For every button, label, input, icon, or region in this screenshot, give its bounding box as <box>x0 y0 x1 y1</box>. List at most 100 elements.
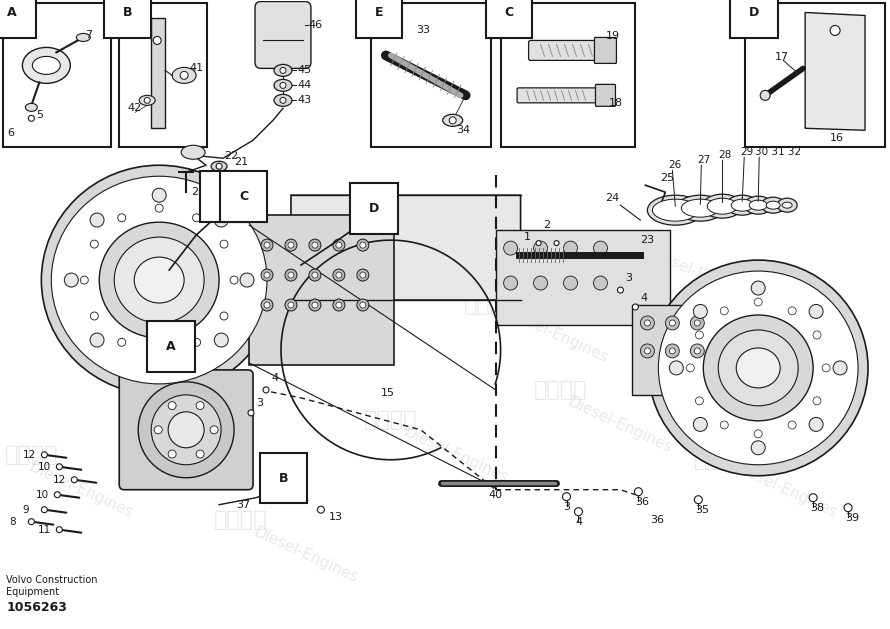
Text: 26: 26 <box>668 160 682 170</box>
Circle shape <box>309 299 321 311</box>
FancyBboxPatch shape <box>517 88 605 103</box>
Text: 27: 27 <box>697 155 710 165</box>
Circle shape <box>809 304 823 318</box>
Ellipse shape <box>647 195 703 225</box>
Circle shape <box>333 239 344 251</box>
Text: 24: 24 <box>605 193 619 203</box>
Text: 19: 19 <box>605 31 619 42</box>
Ellipse shape <box>702 194 742 218</box>
Circle shape <box>155 348 163 356</box>
Circle shape <box>192 214 200 222</box>
Circle shape <box>28 519 35 525</box>
Ellipse shape <box>77 33 90 42</box>
Circle shape <box>694 496 702 504</box>
Circle shape <box>264 302 270 308</box>
Ellipse shape <box>151 395 221 465</box>
Circle shape <box>90 240 98 248</box>
Text: 3: 3 <box>626 273 633 283</box>
Text: 30 31 32: 30 31 32 <box>756 147 801 157</box>
Text: D: D <box>749 6 759 19</box>
Ellipse shape <box>736 348 781 388</box>
Circle shape <box>56 464 62 470</box>
Circle shape <box>333 269 344 281</box>
Bar <box>745 3 885 147</box>
Ellipse shape <box>138 382 234 478</box>
FancyBboxPatch shape <box>529 40 608 60</box>
Circle shape <box>760 91 770 101</box>
Text: 3: 3 <box>563 502 570 512</box>
Circle shape <box>830 25 840 35</box>
Text: 16: 16 <box>830 133 844 143</box>
Ellipse shape <box>274 79 292 91</box>
Text: 45: 45 <box>297 65 311 75</box>
Circle shape <box>693 418 708 431</box>
Text: 25: 25 <box>660 173 675 183</box>
Ellipse shape <box>114 237 204 323</box>
Text: 39: 39 <box>846 513 859 523</box>
Circle shape <box>691 316 704 330</box>
Circle shape <box>210 426 218 434</box>
Circle shape <box>813 331 821 339</box>
Text: 1056263: 1056263 <box>6 601 68 613</box>
Circle shape <box>644 348 651 354</box>
Circle shape <box>751 281 765 295</box>
FancyBboxPatch shape <box>595 84 616 106</box>
Bar <box>119 3 207 147</box>
Circle shape <box>336 272 342 278</box>
Text: 23: 23 <box>641 235 654 245</box>
Circle shape <box>230 276 238 284</box>
Ellipse shape <box>649 260 868 476</box>
Text: 7: 7 <box>85 30 93 40</box>
Circle shape <box>691 344 704 358</box>
Circle shape <box>336 242 342 248</box>
Text: B: B <box>123 6 133 19</box>
Text: 9: 9 <box>22 504 29 515</box>
Circle shape <box>695 331 703 339</box>
Circle shape <box>357 299 368 311</box>
Circle shape <box>633 304 638 310</box>
Ellipse shape <box>718 330 798 406</box>
Ellipse shape <box>172 67 196 84</box>
Text: 21: 21 <box>234 157 248 167</box>
FancyBboxPatch shape <box>496 230 670 325</box>
Text: 12: 12 <box>53 475 66 485</box>
Circle shape <box>56 526 62 533</box>
Circle shape <box>288 302 294 308</box>
Text: 22: 22 <box>224 151 239 161</box>
Circle shape <box>449 117 457 124</box>
Ellipse shape <box>761 197 785 213</box>
Text: Diesel-Engines: Diesel-Engines <box>566 394 675 455</box>
Circle shape <box>563 276 578 290</box>
Circle shape <box>144 97 150 103</box>
Ellipse shape <box>676 195 724 221</box>
Circle shape <box>822 364 830 372</box>
Circle shape <box>180 71 188 79</box>
Text: E: E <box>219 190 228 203</box>
Ellipse shape <box>652 199 699 221</box>
Circle shape <box>288 242 294 248</box>
Circle shape <box>666 316 679 330</box>
Circle shape <box>809 494 817 502</box>
Text: Diesel-Engines: Diesel-Engines <box>252 524 360 586</box>
Text: E: E <box>375 6 384 19</box>
Text: 44: 44 <box>297 81 311 91</box>
Circle shape <box>41 452 47 458</box>
Circle shape <box>318 506 325 513</box>
Text: Diesel-Engines: Diesel-Engines <box>132 339 240 401</box>
Circle shape <box>312 272 318 278</box>
Text: 4: 4 <box>576 516 583 526</box>
Circle shape <box>666 344 679 358</box>
Ellipse shape <box>766 201 781 209</box>
Text: 36: 36 <box>651 515 664 525</box>
Text: 1: 1 <box>523 232 530 242</box>
Ellipse shape <box>274 64 292 76</box>
Text: 8: 8 <box>10 516 16 526</box>
Circle shape <box>720 307 728 315</box>
Circle shape <box>357 239 368 251</box>
Circle shape <box>360 302 366 308</box>
Circle shape <box>261 299 273 311</box>
Text: Diesel-Engines: Diesel-Engines <box>731 459 839 520</box>
Text: 46: 46 <box>309 21 323 30</box>
Text: Diesel-Engines: Diesel-Engines <box>646 244 755 306</box>
Ellipse shape <box>32 57 61 74</box>
